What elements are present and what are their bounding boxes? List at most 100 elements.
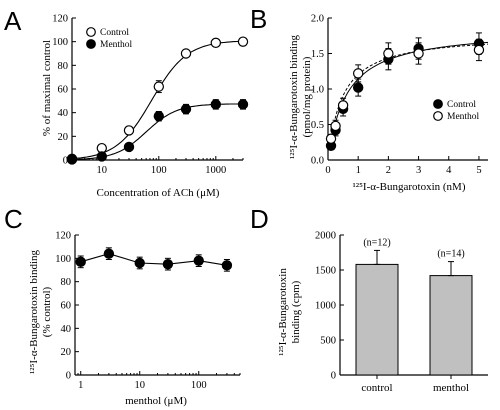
y-tick-label-a: 80 bbox=[58, 61, 69, 72]
data-point-menthol-a bbox=[123, 141, 135, 153]
data-point-control-a bbox=[123, 125, 135, 136]
panel-letter-a: A bbox=[4, 6, 22, 36]
fit-curve-menthol-b bbox=[329, 43, 489, 149]
y-tick-label-b: 1.0 bbox=[311, 85, 324, 96]
y-tick-label-b: 2.0 bbox=[311, 14, 324, 25]
panel-letter-d: D bbox=[250, 204, 269, 234]
y-axis-label-b-line1: ¹²⁵I-α-Bungarotoxin binding bbox=[288, 34, 300, 159]
y-tick-label-c: 80 bbox=[61, 277, 72, 288]
y-tick-label-a: 40 bbox=[58, 108, 69, 119]
data-point-c bbox=[193, 255, 204, 266]
data-point-menthol-a bbox=[96, 151, 108, 162]
y-tick-label-c: 40 bbox=[61, 324, 72, 335]
data-point-menthol-b bbox=[352, 68, 364, 79]
data-point-c bbox=[162, 258, 174, 270]
x-tick-label-c: 10 bbox=[134, 380, 145, 391]
y-tick-label-c: 60 bbox=[61, 301, 72, 312]
y-tick-label-c: 0 bbox=[66, 371, 71, 382]
panel-c: C ¹²⁵I-α-Bungarotoxin binding (% control… bbox=[4, 204, 241, 407]
y-tick-label-a: 60 bbox=[58, 85, 69, 96]
data-point-control-a bbox=[153, 81, 165, 92]
legend-b: Control Menthol bbox=[433, 99, 480, 122]
bar-control bbox=[355, 263, 399, 376]
panel-letter-b: B bbox=[250, 4, 267, 34]
data-point-menthol-a bbox=[210, 99, 222, 110]
x-tick-label-control: control bbox=[361, 382, 392, 394]
data-point-c bbox=[103, 248, 115, 259]
x-tick-label-b: 3 bbox=[416, 165, 421, 176]
legend-marker-menthol-b bbox=[433, 111, 443, 121]
data-point-c bbox=[75, 256, 86, 268]
x-axis-label-b: ¹²⁵I-α-Bungarotoxin (nM) bbox=[352, 181, 465, 193]
y-axis-label-c-line2: (% control) bbox=[41, 286, 53, 337]
data-point-menthol-b bbox=[325, 133, 337, 144]
x-tick-label-a: 100 bbox=[151, 165, 167, 176]
y-axis-label-c-line1: ¹²⁵I-α-Bungarotoxin binding bbox=[28, 249, 40, 374]
data-point-menthol-a bbox=[66, 154, 78, 165]
data-point-c bbox=[134, 257, 145, 269]
y-tick-label-a: 120 bbox=[52, 14, 68, 25]
panel-letter-c: C bbox=[4, 204, 23, 234]
y-tick-label-a: 100 bbox=[52, 37, 68, 48]
fit-curve-control-b bbox=[329, 41, 489, 151]
x-tick-label-menthol: menthol bbox=[433, 382, 469, 394]
bar-menthol bbox=[429, 275, 473, 376]
legend-marker-control-a bbox=[86, 27, 96, 37]
bar-label-control: (n=12) bbox=[363, 237, 390, 248]
panel-d: D ¹²⁵I-α-Bungarotoxin binding (cpm) 0 500… bbox=[250, 204, 488, 394]
panel-a: A % of maximal control Concentration of … bbox=[4, 6, 249, 199]
data-point-menthol-a bbox=[237, 99, 249, 110]
data-point-menthol-b bbox=[413, 48, 424, 59]
y-axis-label-b-line2: (pmol/mg protein) bbox=[301, 56, 313, 137]
x-tick-label-b: 5 bbox=[476, 165, 481, 176]
x-tick-label-a: 1000 bbox=[205, 165, 226, 176]
data-point-menthol-b bbox=[383, 48, 394, 59]
x-axis-label-a: Concentration of ACh (μM) bbox=[97, 187, 220, 199]
x-tick-label-c: 1 bbox=[78, 380, 83, 391]
data-point-menthol-b bbox=[337, 100, 349, 111]
series-line-c bbox=[80, 253, 227, 266]
x-tick-label-a: 10 bbox=[97, 165, 108, 176]
y-tick-label-b: 0.5 bbox=[311, 120, 324, 131]
data-point-control-a bbox=[180, 48, 192, 59]
y-tick-label-d: 1000 bbox=[315, 301, 336, 312]
legend-label-menthol-b: Menthol bbox=[447, 112, 480, 122]
y-tick-label-b: 1.5 bbox=[311, 49, 324, 60]
y-tick-label-c: 100 bbox=[55, 254, 71, 265]
y-tick-label-b: 0.0 bbox=[311, 156, 324, 167]
data-point-menthol-a bbox=[153, 111, 165, 122]
y-tick-label-a: 0 bbox=[63, 156, 68, 167]
y-axis-label-d-line1: ¹²⁵I-α-Bungarotoxin bbox=[277, 268, 289, 356]
data-point-menthol-b bbox=[330, 120, 341, 132]
panel-b: B ¹²⁵I-α-Bungarotoxin binding (pmol/mg p… bbox=[250, 4, 489, 193]
data-point-c bbox=[221, 260, 233, 271]
y-tick-label-d: 0 bbox=[331, 371, 336, 382]
y-axis-label-a: % of maximal control bbox=[41, 40, 53, 136]
x-tick-label-b: 2 bbox=[386, 165, 391, 176]
data-point-menthol-b bbox=[473, 44, 485, 56]
y-axis-label-d-line2: binding (cpm) bbox=[290, 280, 302, 343]
x-tick-label-b: 4 bbox=[446, 165, 452, 176]
legend-marker-control-b bbox=[433, 99, 443, 109]
legend-label-control-a: Control bbox=[100, 28, 129, 38]
legend-marker-menthol-a bbox=[86, 39, 96, 49]
data-point-control-a bbox=[237, 36, 249, 47]
y-tick-label-a: 20 bbox=[58, 132, 69, 143]
legend-label-menthol-a: Menthol bbox=[100, 40, 133, 50]
x-tick-label-b: 1 bbox=[356, 165, 361, 176]
x-axis-label-c: menthol (μM) bbox=[125, 395, 187, 407]
x-tick-label-c: 100 bbox=[191, 380, 207, 391]
x-tick-label-b: 0 bbox=[325, 165, 330, 176]
legend-a: Control Menthol bbox=[86, 27, 133, 50]
legend-label-control-b: Control bbox=[447, 100, 476, 110]
data-point-control-b bbox=[352, 82, 364, 93]
y-tick-label-c: 20 bbox=[61, 347, 72, 358]
data-point-control-a bbox=[210, 37, 222, 49]
y-tick-label-d: 500 bbox=[320, 336, 336, 347]
data-point-menthol-a bbox=[180, 103, 192, 115]
bar-label-menthol: (n=14) bbox=[437, 249, 464, 260]
y-tick-label-d: 2000 bbox=[315, 231, 336, 242]
y-tick-label-d: 1500 bbox=[315, 266, 336, 277]
y-tick-label-c: 120 bbox=[55, 231, 71, 242]
